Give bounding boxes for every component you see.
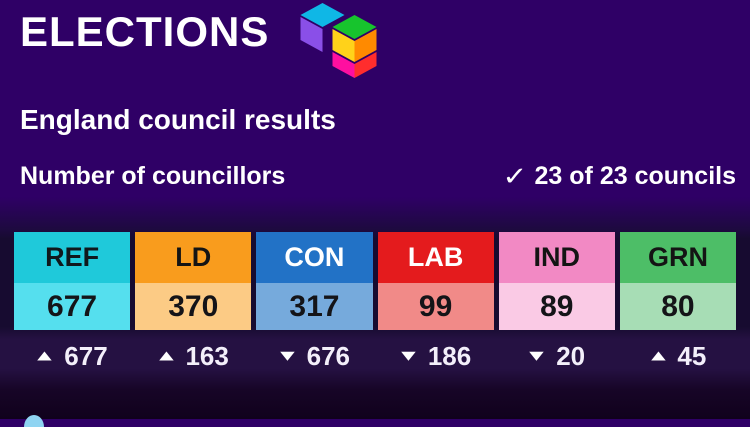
- metric-row: Number of councillors ✓ 23 of 23 council…: [20, 161, 736, 192]
- bottom-partial-element: [24, 415, 44, 427]
- party-seats: 370: [168, 289, 219, 323]
- results-heading: England council results: [20, 104, 336, 135]
- party-abbr: GRN: [647, 242, 708, 272]
- party-seats-cell: 80: [619, 283, 737, 330]
- party-column-lab: LAB 99 ▼ 186: [377, 232, 494, 372]
- party-card: IND 89: [498, 232, 615, 330]
- party-abbr: REF: [45, 242, 100, 272]
- party-seats: 99: [418, 289, 453, 323]
- party-seats-cell: 317: [256, 283, 373, 330]
- change-indicator: ▲ 677: [14, 341, 130, 372]
- party-column-con: CON 317 ▼ 676: [256, 232, 373, 372]
- change-value: 45: [677, 341, 707, 371]
- party-card: LAB 99: [377, 232, 494, 330]
- party-abbr-cell: CON: [256, 232, 373, 283]
- party-seats: 80: [661, 289, 695, 323]
- party-seats-cell: 677: [14, 283, 131, 330]
- party-abbr-cell: REF: [14, 232, 131, 283]
- change-value: 676: [306, 341, 351, 371]
- party-seats-cell: 89: [498, 283, 615, 330]
- elections-cubes-icon: [300, 3, 377, 78]
- party-card: REF 677: [14, 232, 131, 330]
- progress-indicator: ✓ 23 of 23 councils: [502, 161, 736, 192]
- party-abbr: LAB: [407, 242, 464, 272]
- change-indicator: ▼ 676: [256, 341, 372, 372]
- party-seats: 677: [47, 289, 98, 323]
- party-card: LD 370: [135, 232, 252, 330]
- party-abbr-cell: IND: [498, 232, 615, 283]
- check-icon: ✓: [502, 161, 528, 191]
- triangle-down-icon: ▼: [524, 346, 550, 364]
- party-column-grn: GRN 80 ▲ 45: [619, 232, 737, 372]
- party-abbr: CON: [284, 242, 345, 272]
- party-abbr-cell: LD: [135, 232, 252, 283]
- party-column-ref: REF 677 ▲ 677: [14, 232, 131, 372]
- change-indicator: ▲ 45: [620, 341, 736, 372]
- change-value: 677: [64, 341, 108, 371]
- triangle-down-icon: ▼: [396, 346, 421, 364]
- party-abbr: IND: [533, 242, 581, 272]
- change-value: 186: [427, 341, 472, 371]
- party-seats: 89: [540, 289, 574, 323]
- change-indicator: ▼ 20: [499, 341, 615, 372]
- party-results-row: REF 677 ▲ 677 LD 370 ▲ 163 CON: [14, 232, 737, 372]
- party-column-ind: IND 89 ▼ 20: [498, 232, 615, 372]
- triangle-up-icon: ▲: [645, 346, 671, 364]
- party-abbr-cell: GRN: [619, 232, 737, 283]
- triangle-up-icon: ▲: [153, 346, 179, 364]
- metric-label: Number of councillors: [20, 162, 286, 190]
- party-card: GRN 80: [619, 232, 737, 330]
- party-abbr-cell: LAB: [377, 232, 494, 283]
- party-abbr: LD: [175, 242, 212, 272]
- party-seats: 317: [289, 289, 340, 323]
- change-indicator: ▼ 186: [378, 341, 494, 372]
- party-column-ld: LD 370 ▲ 163: [135, 232, 252, 372]
- change-value: 20: [556, 341, 586, 371]
- page-title: ELECTIONS: [20, 8, 270, 55]
- progress-label: 23 of 23 councils: [534, 162, 736, 190]
- party-seats-cell: 370: [135, 283, 252, 330]
- triangle-up-icon: ▲: [32, 346, 58, 364]
- change-value: 163: [185, 341, 229, 371]
- change-indicator: ▲ 163: [135, 341, 251, 372]
- triangle-down-icon: ▼: [275, 346, 300, 364]
- party-seats-cell: 99: [377, 283, 494, 330]
- party-card: CON 317: [256, 232, 373, 330]
